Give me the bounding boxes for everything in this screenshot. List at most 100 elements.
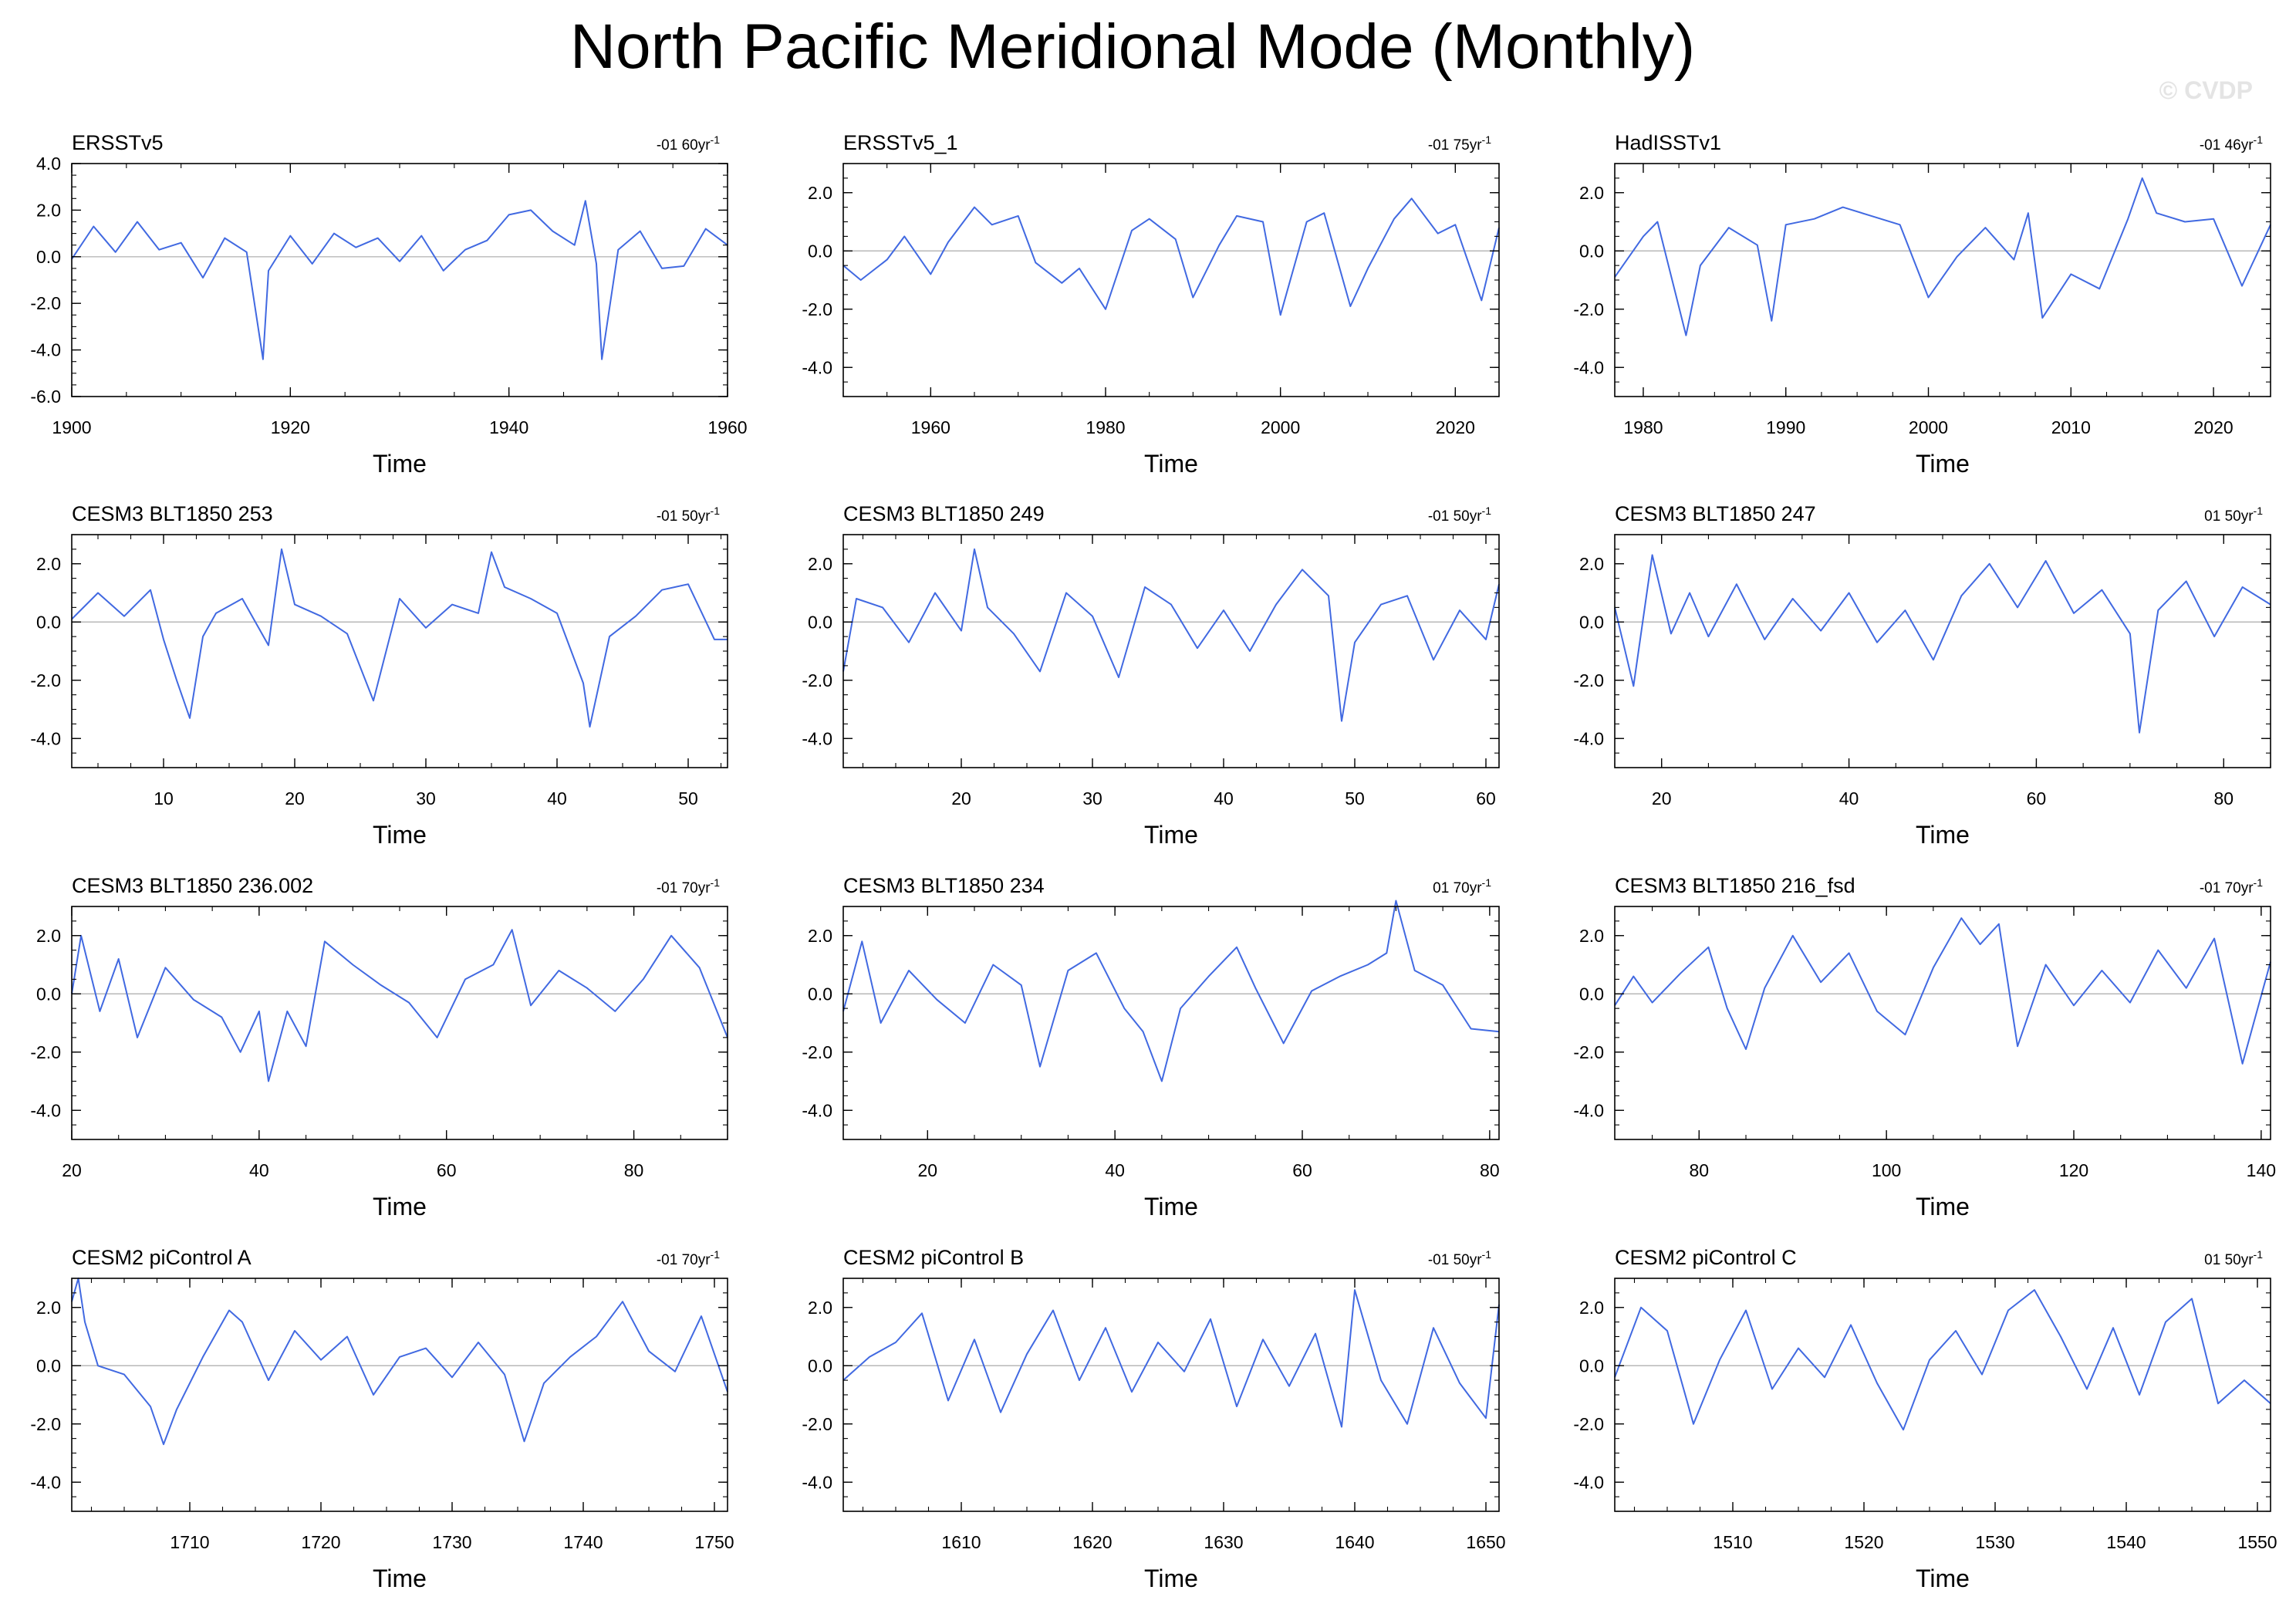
plot-frame bbox=[71, 906, 728, 1140]
y-tick-label: 0.0 bbox=[36, 1355, 61, 1376]
trend-value: -01 75yr bbox=[1428, 137, 1482, 154]
x-tick-label: 10 bbox=[154, 788, 174, 808]
x-tick-label: 20 bbox=[285, 788, 305, 808]
trend-label: 01 50yr-1 bbox=[2204, 1248, 2263, 1268]
y-tick-label: -2.0 bbox=[802, 1414, 832, 1434]
trend-label: -01 46yr-1 bbox=[2200, 133, 2263, 154]
series-line bbox=[71, 200, 728, 360]
x-axis-label: Time bbox=[1144, 1193, 1198, 1220]
y-tick-label: -2.0 bbox=[802, 1042, 832, 1062]
x-tick-label: 1960 bbox=[707, 417, 747, 437]
panel-title: CESM3 BLT1850 236.002 bbox=[72, 874, 313, 897]
x-tick-label: 1900 bbox=[52, 417, 91, 437]
trend-exponent: -1 bbox=[1482, 505, 1492, 517]
chart-panel-4: -4.0 -2.0 0.0 2.0 10 20 30 40 50 CESM3 BLT1850 25… bbox=[30, 502, 728, 849]
series-line bbox=[1614, 177, 2271, 336]
y-tick-label: 0.0 bbox=[36, 612, 61, 632]
plot-frame bbox=[71, 163, 728, 397]
trend-label: 01 70yr-1 bbox=[1433, 876, 1491, 896]
trend-value: 01 50yr bbox=[2204, 508, 2254, 525]
x-tick-label: 1980 bbox=[1086, 417, 1125, 437]
trend-value: -01 70yr bbox=[657, 1252, 711, 1268]
x-tick-label: 30 bbox=[416, 788, 436, 808]
x-tick-label: 1620 bbox=[1072, 1532, 1112, 1552]
x-axis-label: Time bbox=[1916, 1193, 1970, 1220]
trend-value: -01 70yr bbox=[2200, 880, 2254, 896]
chart-panel-3: -4.0 -2.0 0.0 2.0 1980 1990 2000 2010 2020 HadISS… bbox=[1573, 131, 2271, 478]
x-tick-label: 2020 bbox=[1436, 417, 1475, 437]
y-tick-label: 0.0 bbox=[1579, 984, 1604, 1004]
x-axis-label: Time bbox=[1916, 450, 1970, 478]
chart-panel-2: -4.0 -2.0 0.0 2.0 1960 1980 2000 2020 ERSSTv5_1 -… bbox=[802, 131, 1500, 478]
trend-label: -01 50yr-1 bbox=[657, 505, 720, 525]
plot-frame bbox=[842, 1278, 1500, 1512]
series-line bbox=[1614, 917, 2271, 1065]
x-axis-label: Time bbox=[373, 450, 427, 478]
chart-panel-1: -6.0 -4.0 -2.0 0.0 2.0 4.0 1900 1920 1940 1960 ERS… bbox=[30, 131, 747, 478]
x-tick-label: 80 bbox=[624, 1160, 644, 1180]
chart-panel-12: -4.0 -2.0 0.0 2.0 1510 1520 1530 1540 1550 CESM2 … bbox=[1573, 1246, 2277, 1592]
x-tick-label: 1640 bbox=[1335, 1532, 1374, 1552]
y-tick-label: -4.0 bbox=[1573, 357, 1604, 377]
x-tick-label: 80 bbox=[1689, 1160, 1709, 1180]
y-tick-label: 0.0 bbox=[36, 247, 61, 267]
plot-frame bbox=[842, 534, 1500, 768]
x-tick-label: 20 bbox=[917, 1160, 937, 1180]
trend-label: -01 60yr-1 bbox=[657, 133, 720, 154]
y-tick-label: -2.0 bbox=[1573, 299, 1604, 319]
x-tick-label: 2000 bbox=[1909, 417, 1948, 437]
trend-exponent: -1 bbox=[2254, 876, 2264, 889]
series-line bbox=[842, 900, 1500, 1082]
x-axis-label: Time bbox=[373, 821, 427, 849]
y-tick-label: -2.0 bbox=[1573, 670, 1604, 690]
x-tick-label: 20 bbox=[62, 1160, 82, 1180]
y-tick-label: -4.0 bbox=[802, 728, 832, 748]
trend-value: 01 70yr bbox=[1433, 880, 1482, 896]
trend-value: -01 50yr bbox=[1428, 1252, 1482, 1268]
y-tick-label: 2.0 bbox=[36, 554, 61, 574]
y-tick-label: -4.0 bbox=[1573, 1472, 1604, 1492]
trend-exponent: -1 bbox=[711, 133, 721, 146]
x-axis-label: Time bbox=[1144, 1565, 1198, 1592]
y-tick-label: 0.0 bbox=[808, 241, 832, 261]
x-tick-label: 50 bbox=[678, 788, 698, 808]
trend-label: -01 70yr-1 bbox=[657, 1248, 720, 1268]
y-tick-label: -4.0 bbox=[30, 728, 61, 748]
trend-label: -01 70yr-1 bbox=[657, 876, 720, 896]
y-tick-label: 2.0 bbox=[1579, 183, 1604, 203]
x-axis-label: Time bbox=[373, 1565, 427, 1592]
plot-frame bbox=[842, 163, 1500, 397]
plot-frame bbox=[1614, 534, 2271, 768]
x-tick-label: 60 bbox=[437, 1160, 457, 1180]
x-tick-label: 100 bbox=[1872, 1160, 1901, 1180]
y-tick-label: 0.0 bbox=[808, 984, 832, 1004]
y-tick-label: -2.0 bbox=[802, 299, 832, 319]
y-tick-label: -2.0 bbox=[1573, 1414, 1604, 1434]
x-tick-label: 1520 bbox=[1844, 1532, 1883, 1552]
y-tick-label: 0.0 bbox=[808, 612, 832, 632]
x-tick-label: 1990 bbox=[1766, 417, 1805, 437]
series-line bbox=[71, 1278, 728, 1446]
trend-value: 01 50yr bbox=[2204, 1252, 2254, 1268]
x-tick-label: 80 bbox=[2213, 788, 2234, 808]
series-line bbox=[71, 548, 728, 728]
series-line bbox=[842, 197, 1500, 316]
panel-title: ERSSTv5_1 bbox=[843, 131, 958, 154]
panel-title: ERSSTv5 bbox=[72, 131, 164, 154]
y-tick-label: -2.0 bbox=[30, 293, 61, 313]
panel-title: CESM3 BLT1850 247 bbox=[1615, 502, 1816, 525]
panel-title: HadISSTv1 bbox=[1615, 131, 1721, 154]
x-tick-label: 20 bbox=[951, 788, 971, 808]
panel-title: CESM2 piControl B bbox=[843, 1246, 1024, 1269]
series-line bbox=[1614, 1289, 2271, 1431]
x-tick-label: 120 bbox=[2059, 1160, 2088, 1180]
x-tick-label: 1630 bbox=[1204, 1532, 1243, 1552]
y-tick-label: -4.0 bbox=[30, 1100, 61, 1120]
y-tick-label: -6.0 bbox=[30, 387, 61, 407]
x-tick-label: 20 bbox=[1652, 788, 1672, 808]
panel-title: CESM2 piControl A bbox=[72, 1246, 252, 1269]
y-tick-label: 2.0 bbox=[808, 183, 832, 203]
x-tick-label: 1960 bbox=[911, 417, 950, 437]
figure-title: North Pacific Meridional Mode (Monthly) bbox=[570, 12, 1695, 82]
